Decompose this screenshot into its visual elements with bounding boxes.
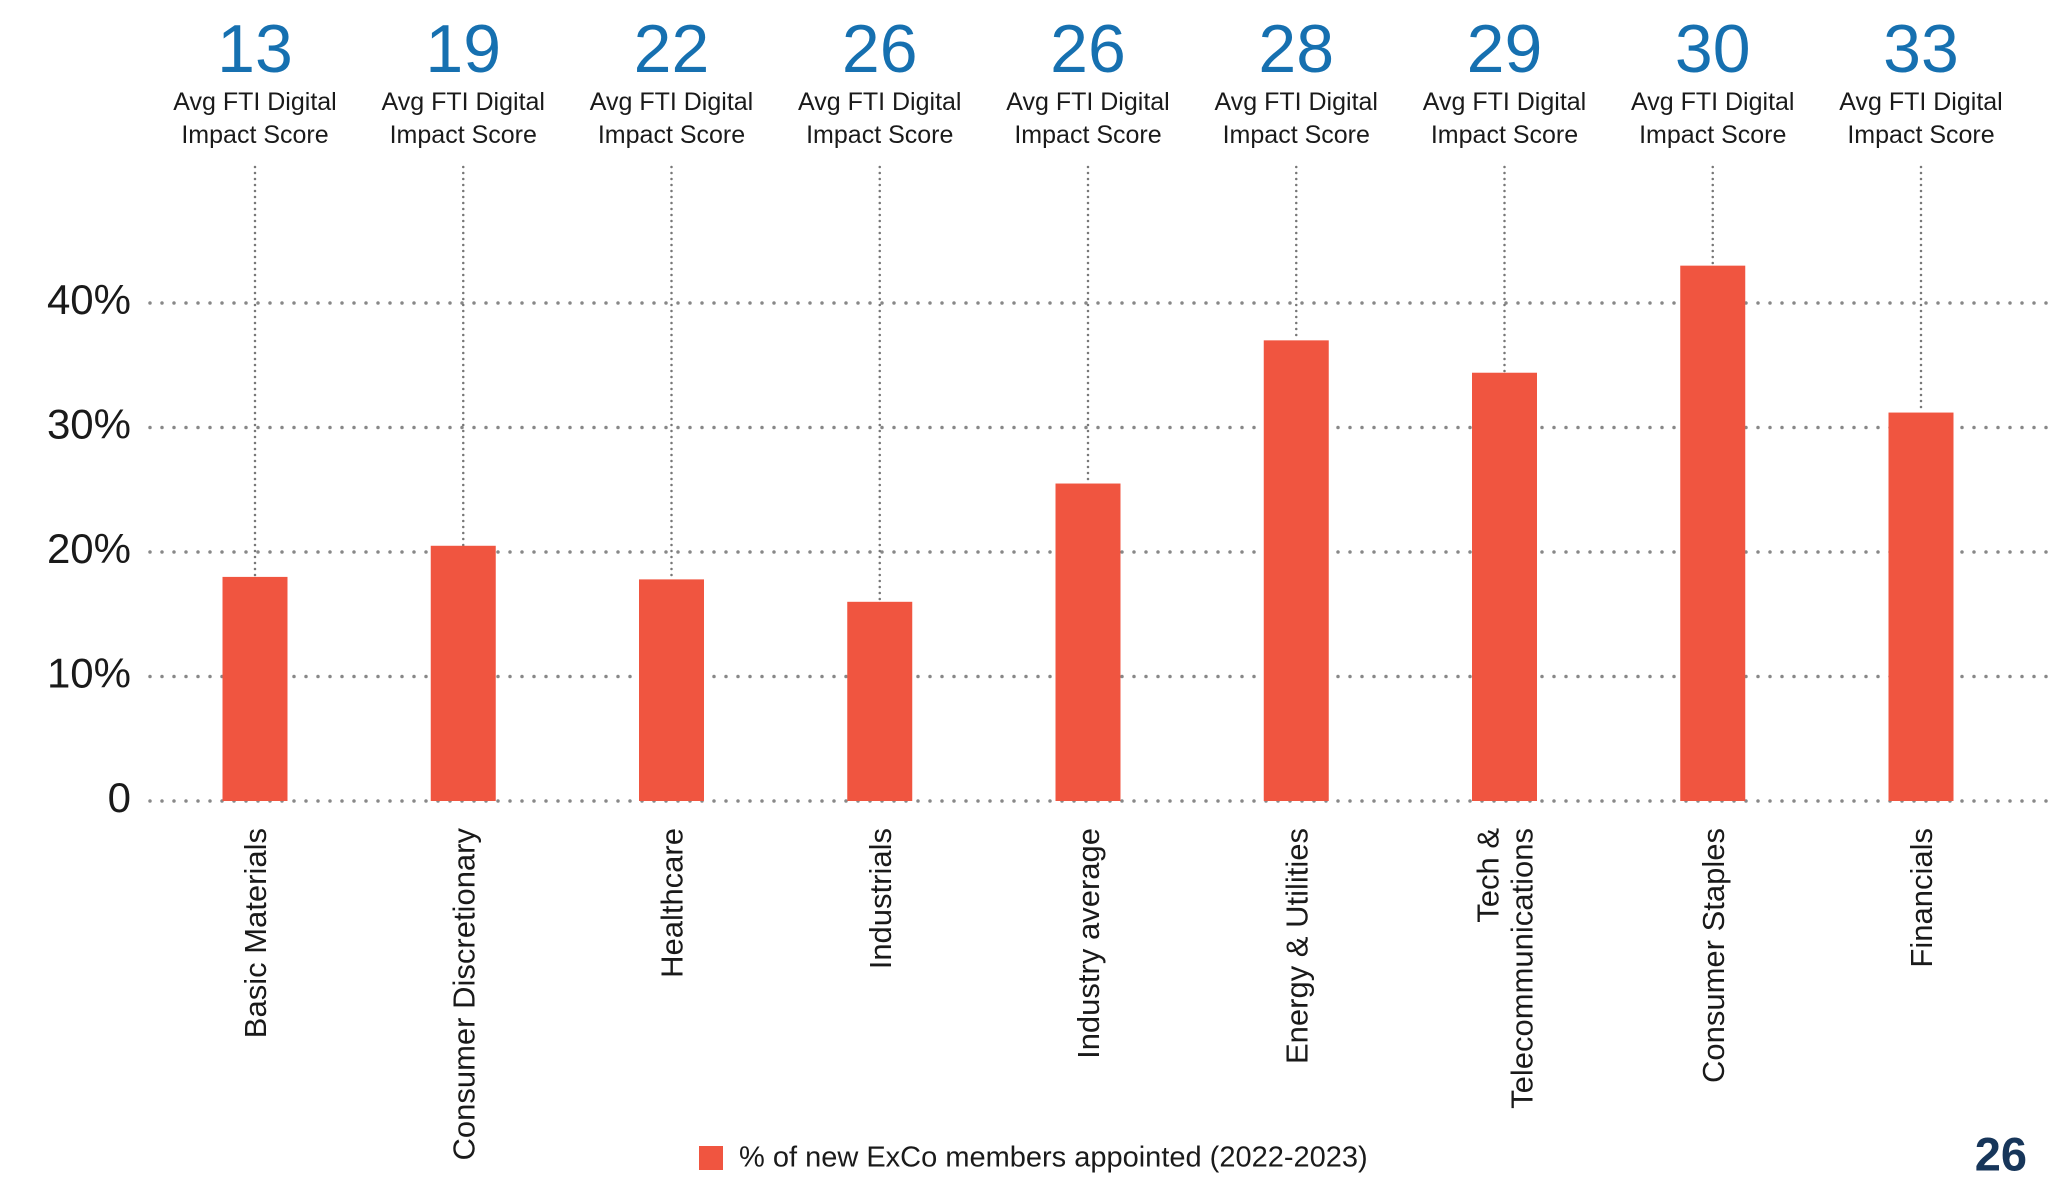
score: 26 (842, 11, 918, 87)
score-label: Impact Score (390, 121, 537, 149)
score-label: Impact Score (1639, 121, 1786, 149)
score: 26 (1050, 11, 1126, 87)
bar (222, 576, 288, 801)
score-label: Impact Score (1223, 121, 1370, 149)
x-tick-label: Healthcare (655, 828, 690, 978)
score-label: Avg FTI Digital (590, 88, 753, 116)
score-label: Avg FTI Digital (382, 88, 545, 116)
y-tick-label: 40% (47, 276, 131, 323)
score: 13 (217, 11, 293, 87)
score: 33 (1883, 11, 1959, 87)
score: 22 (634, 11, 710, 87)
x-tick-label: Energy & Utilities (1279, 828, 1314, 1064)
bar (639, 579, 704, 801)
score: 30 (1675, 11, 1751, 87)
score-label: Impact Score (806, 121, 953, 149)
legend-swatch (699, 1146, 723, 1170)
score: 28 (1258, 11, 1334, 87)
y-tick-label: 10% (47, 650, 131, 697)
legend-label: % of new ExCo members appointed (2022-20… (739, 1142, 1368, 1174)
score-label: Avg FTI Digital (1006, 88, 1169, 116)
score-label: Avg FTI Digital (173, 88, 336, 116)
score-label: Impact Score (1431, 121, 1578, 149)
bar (1888, 412, 1954, 801)
x-tick-label: Industrials (863, 828, 898, 969)
score-label: Impact Score (1014, 121, 1161, 149)
bar (1472, 372, 1537, 801)
score-label: Avg FTI Digital (1839, 88, 2002, 116)
x-tick-label: Financials (1904, 828, 1939, 968)
x-tick-label: Basic Materials (238, 828, 273, 1038)
y-tick-label: 20% (47, 525, 131, 572)
bar (430, 545, 496, 801)
x-tick-label: Tech &Telecommunications (1471, 828, 1540, 1109)
y-tick-label: 30% (47, 401, 131, 448)
score-label: Avg FTI Digital (1631, 88, 1794, 116)
score-label: Avg FTI Digital (798, 88, 961, 116)
score-label: Avg FTI Digital (1423, 88, 1586, 116)
score-label: Avg FTI Digital (1215, 88, 1378, 116)
score: 19 (425, 11, 501, 87)
x-tick-label: Consumer Discretionary (446, 828, 481, 1161)
bar (1055, 483, 1121, 801)
bar (1680, 265, 1746, 801)
bar (847, 601, 913, 801)
page-number: 26 (1975, 1127, 2027, 1180)
score-label: Impact Score (181, 121, 328, 149)
x-tick-label: Industry average (1071, 828, 1106, 1059)
score-label: Impact Score (1847, 121, 1994, 149)
score-label: Impact Score (598, 121, 745, 149)
bar (1263, 340, 1329, 801)
score: 29 (1467, 11, 1543, 87)
x-tick-label: Consumer Staples (1696, 828, 1731, 1083)
y-tick-label: 0 (108, 774, 131, 821)
